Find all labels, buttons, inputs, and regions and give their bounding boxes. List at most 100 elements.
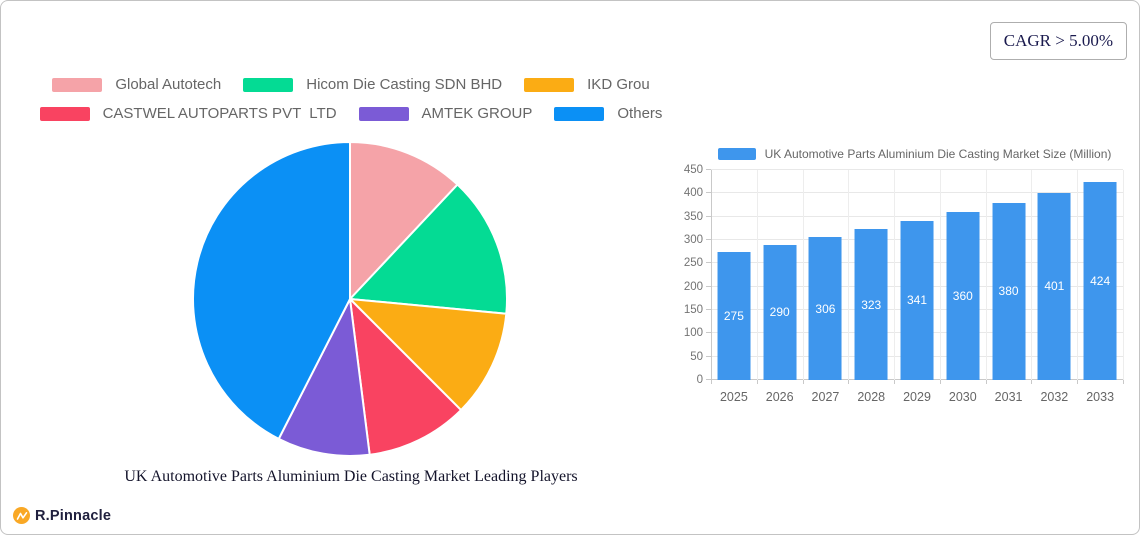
bar-legend-label: UK Automotive Parts Aluminium Die Castin…: [764, 147, 1112, 161]
y-axis-tick: [706, 285, 711, 287]
legend-label: Global Autotech: [115, 76, 222, 93]
legend-item-others[interactable]: Others: [554, 105, 662, 122]
y-axis-tick: [706, 355, 711, 357]
bar-legend-item[interactable]: UK Automotive Parts Aluminium Die Castin…: [691, 147, 1138, 161]
bar-2026[interactable]: 290: [763, 244, 797, 380]
y-axis-tick: [706, 332, 711, 334]
legend-item-hicom-die-casting-sdn-bhd[interactable]: Hicom Die Casting SDN BHD: [243, 76, 502, 93]
x-axis-tick-label: 2025: [719, 390, 748, 404]
brand-logo: R.Pinnacle: [13, 507, 111, 524]
x-axis-tick: [1123, 380, 1124, 384]
y-axis-tick-label: 450: [683, 164, 703, 176]
y-axis-tick: [706, 169, 711, 170]
bar-slot-2029: 341 2029: [894, 170, 940, 404]
legend-swatch-hicom-die-casting-sdn-bhd: [243, 77, 294, 92]
x-axis-tick: [1031, 380, 1033, 384]
bar-slot-2033: 424 2033: [1077, 170, 1123, 404]
x-axis-tick: [1077, 380, 1079, 384]
bar-slot-2026: 290 2026: [757, 170, 803, 404]
bar-slot-2028: 323 2028: [848, 170, 894, 404]
legend-item-global-autotech[interactable]: Global Autotech: [52, 76, 221, 93]
pie-slice-others[interactable]: [191, 141, 351, 440]
gridline-vertical: [848, 170, 850, 380]
x-axis-tick-label: 2028: [857, 390, 886, 404]
y-axis-tick-label: 300: [683, 234, 703, 247]
bar-value-label: 306: [815, 301, 836, 316]
y-axis-tick: [706, 309, 711, 311]
legend-label: Others: [617, 105, 663, 122]
y-axis-tick: [706, 215, 711, 217]
bar-slot-2025: 275 2025: [711, 170, 757, 404]
bar-2029[interactable]: 341: [900, 220, 934, 380]
legend-item-amtek-group[interactable]: AMTEK GROUP: [358, 105, 532, 122]
pie-legend-row-1: Global Autotech Hicom Die Casting SDN BHD…: [1, 76, 701, 93]
x-axis-tick-label: 2031: [994, 390, 1023, 404]
bar-slot-2027: 306 2027: [803, 170, 849, 404]
legend-swatch-ikd-grou: [524, 77, 575, 92]
legend-item-ikd-grou[interactable]: IKD Grou: [524, 76, 650, 93]
bar-value-label: 424: [1090, 274, 1111, 289]
bar-slot-2032: 401 2032: [1031, 170, 1077, 404]
pie-slice-castwel-autoparts-pvt-ltd[interactable]: [349, 298, 463, 456]
pie-legend-row-2: CASTWEL AUTOPARTS PVT LTD AMTEK GROUP Othe…: [1, 105, 701, 122]
y-axis-tick-label: 350: [683, 210, 703, 223]
x-axis-tick-label: 2026: [765, 390, 794, 404]
bar-plot-area: 0 50 100 150 200 250 300 350 400 450 275 2025 290 202…: [684, 164, 1124, 404]
bar-series: 275 2025 290 2026 306 2027 323 2028 341 2029 360 20…: [711, 170, 1123, 404]
legend-swatch-global-autotech: [52, 77, 103, 92]
bar-chart: UK Automotive Parts Aluminium Die Castin…: [684, 147, 1138, 409]
gridline-vertical: [1077, 170, 1079, 380]
gridline-horizontal: [711, 215, 1123, 217]
legend-swatch-castwel-autoparts-pvt-ltd: [39, 106, 90, 121]
pie-svg: [191, 141, 508, 457]
legend-label: Hicom Die Casting SDN BHD: [306, 76, 503, 93]
y-axis-tick: [706, 192, 711, 194]
y-axis-line: [711, 170, 712, 380]
y-axis-tick-label: 150: [683, 304, 703, 317]
y-axis-tick-label: 0: [696, 374, 703, 386]
legend-item-castwel-autoparts-pvt-ltd[interactable]: CASTWEL AUTOPARTS PVT LTD: [39, 105, 337, 122]
x-axis-tick-label: 2030: [948, 390, 977, 404]
y-axis-tick-label: 50: [690, 350, 703, 363]
gridline-horizontal: [711, 169, 1123, 170]
bar-2025[interactable]: 275: [717, 251, 751, 380]
bar-2031[interactable]: 380: [992, 202, 1026, 380]
bar-value-label: 341: [906, 293, 928, 308]
bar-2032[interactable]: 401: [1037, 192, 1071, 380]
x-axis-tick-label: 2029: [903, 390, 931, 404]
bar-2027[interactable]: 306: [808, 237, 842, 380]
x-axis-tick-label: 2032: [1040, 390, 1069, 404]
x-axis-tick-label: 2027: [811, 390, 840, 404]
x-axis-tick: [848, 380, 850, 384]
pie-chart-title: UK Automotive Parts Aluminium Die Castin…: [124, 468, 578, 485]
bar-value-label: 290: [769, 305, 790, 320]
pie-slice-global-autotech[interactable]: [349, 141, 459, 300]
bar-value-label: 323: [861, 297, 882, 312]
x-axis-tick: [985, 380, 987, 384]
bar-legend-swatch: [717, 148, 756, 160]
pie-slice-ikd-grou[interactable]: [349, 298, 508, 412]
bar-2030[interactable]: 360: [946, 212, 980, 380]
x-axis-tick: [756, 380, 758, 384]
bar-value-label: 275: [723, 308, 744, 323]
pie-slice-amtek-group[interactable]: [277, 298, 371, 457]
gridline-vertical: [802, 170, 804, 380]
gridline-vertical: [1123, 170, 1124, 380]
x-axis-tick: [802, 380, 804, 384]
pie-legend: Global Autotech Hicom Die Casting SDN BHD…: [1, 76, 701, 122]
gridline-vertical: [985, 170, 987, 380]
pie-slice-hicom-die-casting-sdn-bhd[interactable]: [349, 183, 508, 315]
brand-logo-text: R.Pinnacle: [35, 507, 112, 524]
pinnacle-circle-icon: [13, 507, 30, 524]
y-axis-tick-label: 200: [683, 280, 703, 293]
bar-value-label: 380: [998, 284, 1019, 299]
pie-chart: [190, 139, 510, 459]
bar-2033[interactable]: 424: [1083, 182, 1117, 380]
x-axis-tick-label: 2033: [1086, 390, 1115, 404]
gridline-vertical: [1031, 170, 1033, 380]
cagr-badge-label: CAGR > 5.00%: [1003, 31, 1113, 50]
y-axis-tick-label: 100: [683, 327, 703, 340]
gridline-vertical: [894, 170, 896, 380]
bar-2028[interactable]: 323: [854, 229, 888, 380]
